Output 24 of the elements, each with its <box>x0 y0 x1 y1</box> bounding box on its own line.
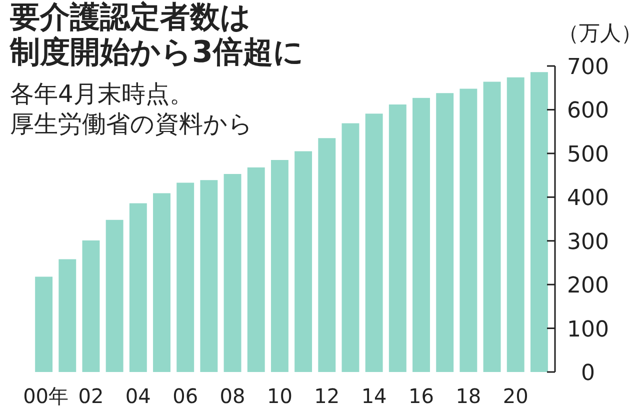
ytick: 300 <box>567 230 609 255</box>
xtick: 08 <box>220 384 246 408</box>
title: 要介護認定者数は <box>10 0 251 35</box>
xtick: 14 <box>361 384 387 408</box>
xtick: 20 <box>502 384 528 408</box>
xtick: 06 <box>172 384 198 408</box>
xtick: 10 <box>266 384 292 408</box>
ytick: 200 <box>567 274 609 299</box>
ytick: 700 <box>567 55 609 80</box>
subtitle: 制度開始から3倍超に <box>10 35 304 70</box>
ytick: 400 <box>567 186 609 212</box>
ytick: 600 <box>567 98 609 124</box>
xtick: 12 <box>314 384 340 408</box>
ytick: 0 <box>581 361 595 386</box>
annotation: 各年4月末時点。 <box>10 80 194 108</box>
xtick: 02 <box>78 384 104 408</box>
xtick: 04 <box>125 384 151 408</box>
annotation: 厚生労働省の資料から <box>10 110 253 138</box>
ytick: 500 <box>567 142 609 168</box>
xtick: 16 <box>408 384 434 408</box>
ytick: 100 <box>567 317 609 342</box>
ylabel: （万人） <box>558 21 640 45</box>
xtick: 00年 <box>23 384 69 408</box>
xtick: 18 <box>456 384 482 408</box>
